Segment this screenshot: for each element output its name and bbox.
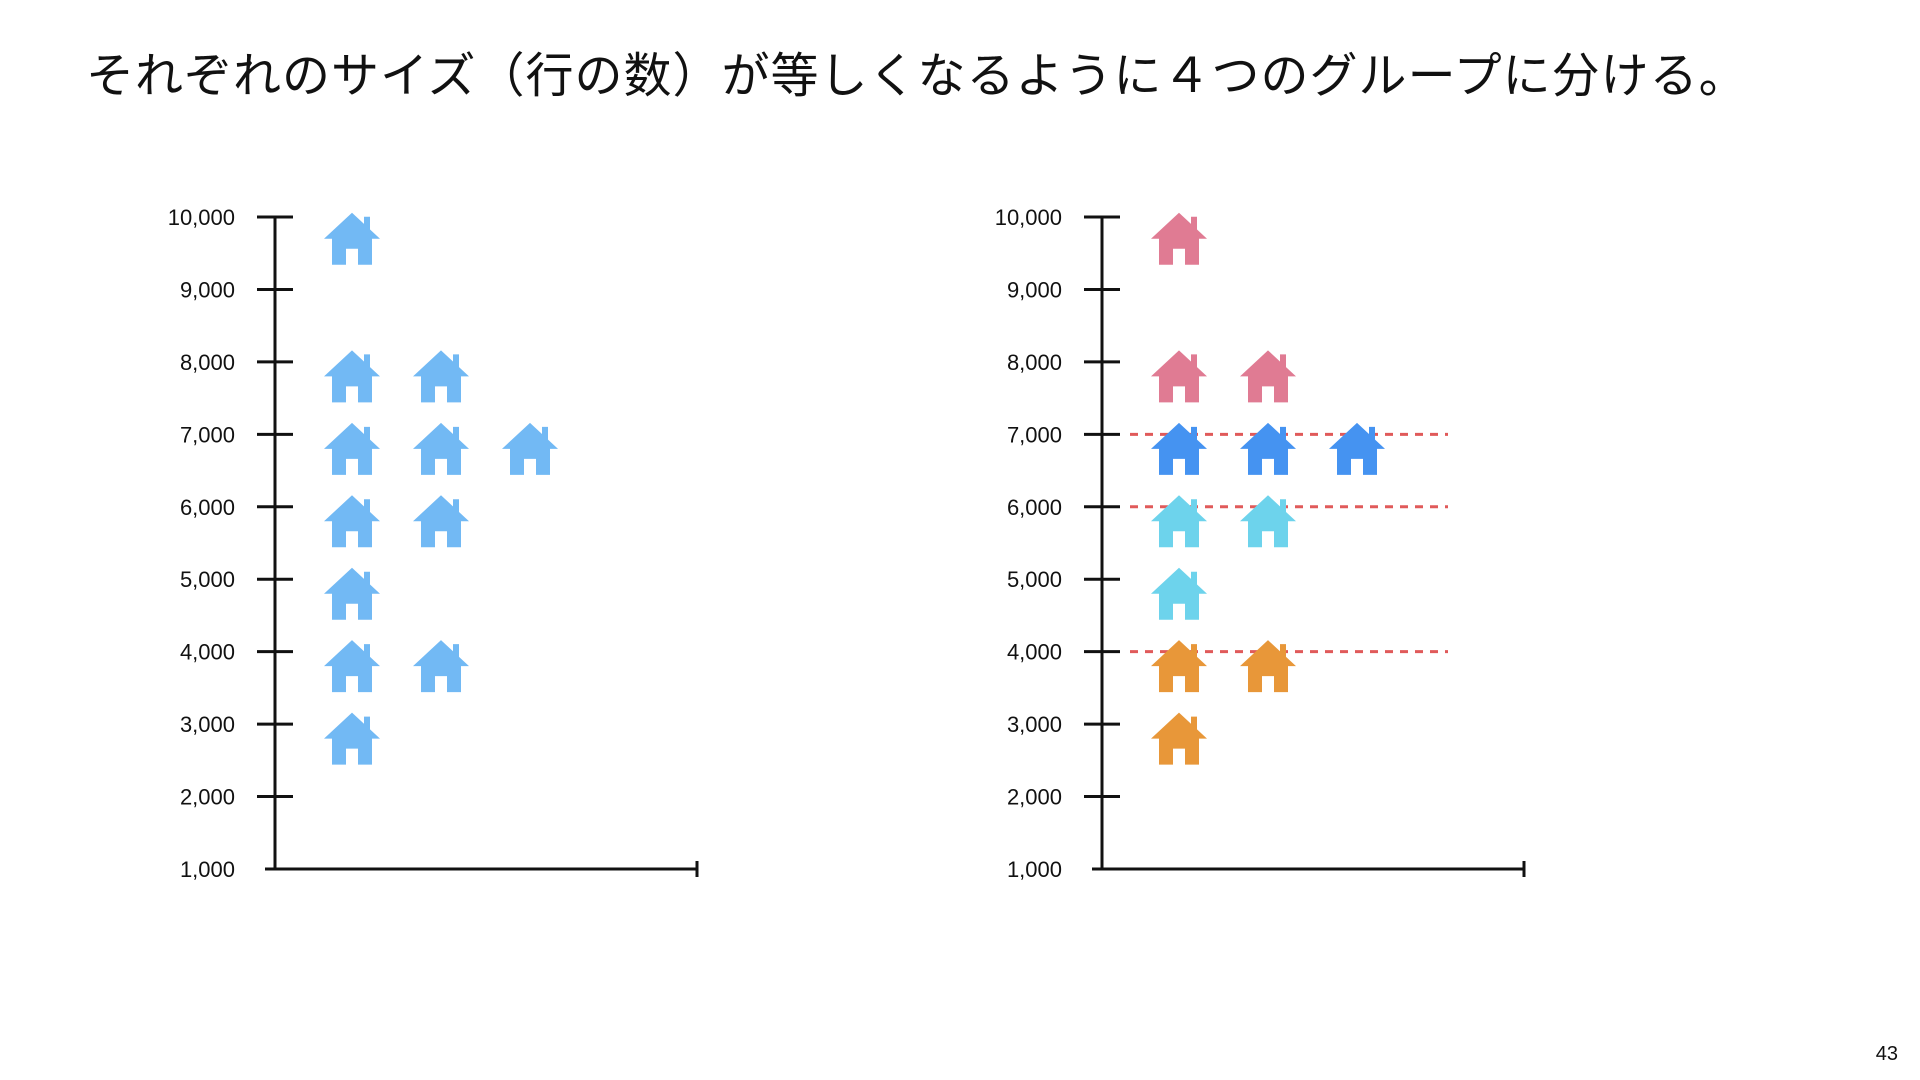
house-icon-group-3 <box>1151 495 1207 548</box>
house-icon <box>324 640 380 693</box>
y-tick-label: 3,000 <box>1007 712 1062 737</box>
house-icon <box>324 567 380 620</box>
y-tick-label: 8,000 <box>180 350 235 375</box>
house-icon <box>324 495 380 548</box>
y-tick-label: 10,000 <box>995 205 1062 230</box>
chart-grouped: 1,000 2,000 3,000 4,000 5,000 6,000 7,000 8,000… <box>995 205 1526 882</box>
house-icon <box>324 350 380 403</box>
y-tick-label: 3,000 <box>180 712 235 737</box>
chart-ungrouped: 1,000 2,000 3,000 4,000 5,000 6,000 7,000 8,000… <box>168 205 699 882</box>
y-tick-label: 7,000 <box>1007 422 1062 447</box>
slide-title: それぞれのサイズ（行の数）が等しくなるように４つのグループに分ける。 <box>86 48 1748 104</box>
house-icon-group-2 <box>1151 422 1207 475</box>
y-tick-label: 6,000 <box>180 495 235 520</box>
house-icon-group-2 <box>1240 422 1296 475</box>
house-icon-group-4 <box>1240 640 1296 693</box>
house-icon <box>413 640 469 693</box>
house-icon-group-1 <box>1151 350 1207 403</box>
house-icon-group-3 <box>1240 495 1296 548</box>
y-tick-label: 6,000 <box>1007 495 1062 520</box>
house-icon <box>324 212 380 265</box>
y-tick-label: 7,000 <box>180 422 235 447</box>
house-icon-group-4 <box>1151 712 1207 765</box>
y-tick-label: 2,000 <box>1007 785 1062 810</box>
y-tick-label: 9,000 <box>180 277 235 302</box>
y-tick-label: 1,000 <box>180 857 235 882</box>
house-icon-group-3 <box>1151 567 1207 620</box>
house-icon-group-1 <box>1151 212 1207 265</box>
y-tick-label: 10,000 <box>168 205 235 230</box>
y-tick-label: 8,000 <box>1007 350 1062 375</box>
y-tick-label: 5,000 <box>180 567 235 592</box>
house-icon <box>413 495 469 548</box>
house-icon-group-4 <box>1151 640 1207 693</box>
house-icon-group-1 <box>1240 350 1296 403</box>
y-tick-label: 5,000 <box>1007 567 1062 592</box>
y-tick-label: 2,000 <box>180 785 235 810</box>
house-icon <box>502 422 558 475</box>
house-icon <box>413 350 469 403</box>
house-icon <box>413 422 469 475</box>
house-icon <box>324 422 380 475</box>
house-icon <box>324 712 380 765</box>
y-tick-label: 4,000 <box>1007 640 1062 665</box>
page-number: 43 <box>1875 1043 1898 1065</box>
y-tick-label: 4,000 <box>180 640 235 665</box>
y-tick-label: 1,000 <box>1007 857 1062 882</box>
y-tick-label: 9,000 <box>1007 277 1062 302</box>
house-icon-group-2 <box>1329 422 1385 475</box>
